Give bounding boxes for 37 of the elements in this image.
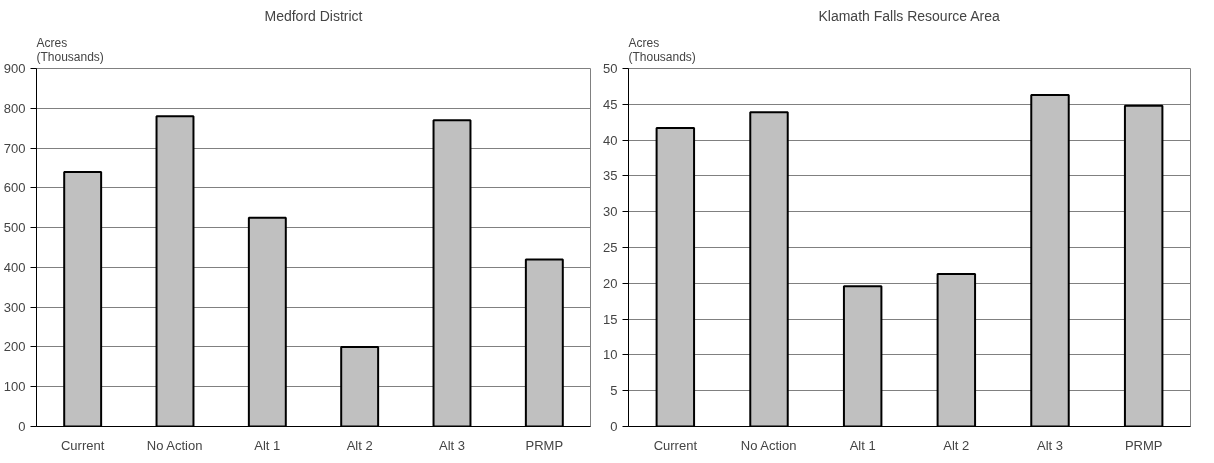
x-tick-label: Current [60, 437, 105, 453]
x-tick-label: No Action [146, 437, 203, 453]
y-tick-label: 25 [603, 240, 618, 255]
y-tick-label: 20 [603, 275, 618, 291]
y-tick-label: 10 [603, 347, 618, 363]
y-tick-label: 0 [610, 419, 618, 434]
y-tick-label: 35 [603, 168, 618, 184]
x-tick-label: Alt 2 [346, 437, 373, 453]
x-tick-label: Alt 1 [849, 437, 876, 453]
y-tick-label: 45 [603, 96, 618, 112]
chart-title: Medford District [264, 7, 363, 24]
y-tick-label: 700 [3, 140, 26, 156]
x-tick-label: PRMP [525, 437, 564, 453]
y-tick-label: 40 [603, 132, 618, 148]
x-tick-label: Alt 3 [438, 437, 466, 453]
y-axis-title: Acres (Thousands) [36, 35, 104, 64]
y-tick-label: 15 [603, 311, 618, 327]
y-tick-label: 50 [603, 61, 618, 76]
y-tick-label: 500 [3, 220, 26, 236]
y-tick-label: 200 [3, 339, 26, 355]
x-tick-label: Alt 2 [943, 437, 970, 453]
y-tick-label: 600 [3, 180, 26, 196]
x-tick-label: Current [653, 437, 698, 453]
y-axis-title: Acres (Thousands) [628, 35, 696, 64]
y-tick-label: 300 [3, 299, 26, 315]
x-tick-label: No Action [740, 437, 797, 453]
y-tick-label: 900 [3, 61, 26, 76]
y-tick-label: 0 [18, 419, 26, 434]
y-tick-label: 30 [603, 204, 618, 220]
y-tick-label: 100 [3, 379, 26, 395]
chart-title: Klamath Falls Resource Area [818, 7, 1000, 24]
x-tick-label: Alt 3 [1036, 437, 1064, 453]
y-tick-label: 5 [610, 383, 618, 399]
x-tick-label: PRMP [1124, 437, 1163, 453]
x-tick-label: Alt 1 [254, 437, 281, 453]
y-tick-label: 800 [3, 100, 26, 116]
y-tick-label: 400 [3, 259, 26, 275]
